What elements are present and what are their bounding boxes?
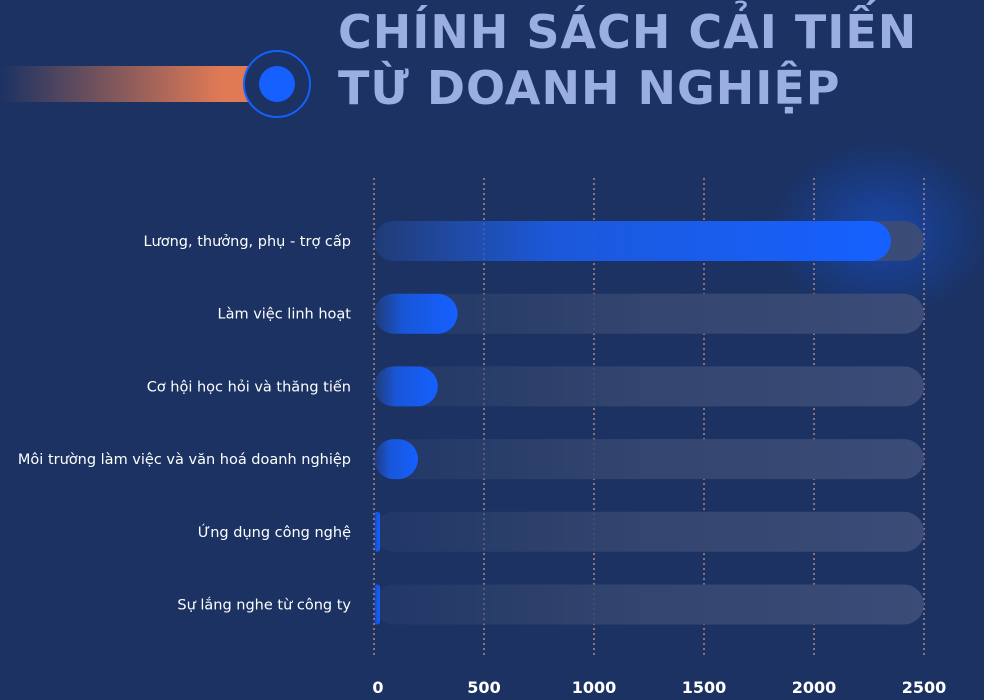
bar-track bbox=[374, 511, 924, 552]
comet-trail bbox=[0, 66, 276, 102]
bar bbox=[374, 221, 891, 261]
x-tick-label: 1000 bbox=[572, 678, 617, 697]
x-tick-label: 1500 bbox=[682, 678, 727, 697]
category-label: Môi trường làm việc và văn hoá doanh ngh… bbox=[18, 452, 351, 468]
x-tick-label: 500 bbox=[467, 678, 500, 697]
decorative-comet bbox=[0, 50, 311, 118]
x-tick-label: 0 bbox=[372, 678, 383, 697]
bar-track bbox=[374, 439, 924, 480]
bar bbox=[374, 584, 380, 625]
category-label: Làm việc linh hoạt bbox=[218, 307, 352, 323]
chart-title: CHÍNH SÁCH CẢI TIẾN TỪ DOANH NGHIỆP bbox=[338, 4, 968, 116]
category-label: Cơ hội học hỏi và thăng tiến bbox=[147, 378, 351, 395]
category-label: Ứng dụng công nghệ bbox=[198, 523, 351, 541]
bar-track bbox=[374, 293, 924, 334]
chart-title-line-2: TỪ DOANH NGHIỆP bbox=[338, 61, 841, 115]
chart-title-line-1: CHÍNH SÁCH CẢI TIẾN bbox=[338, 5, 918, 59]
bar bbox=[374, 366, 438, 407]
bar-track bbox=[374, 584, 924, 625]
category-label: Lương, thưởng, phụ - trợ cấp bbox=[143, 234, 351, 250]
bar bbox=[374, 293, 458, 334]
comet-dot-icon bbox=[259, 66, 295, 102]
x-tick-label: 2500 bbox=[902, 678, 947, 697]
category-label: Sự lắng nghe từ công ty bbox=[177, 597, 351, 614]
bar bbox=[374, 511, 380, 552]
bar-track bbox=[374, 366, 924, 407]
bar bbox=[374, 439, 418, 480]
x-tick-label: 2000 bbox=[792, 678, 837, 697]
